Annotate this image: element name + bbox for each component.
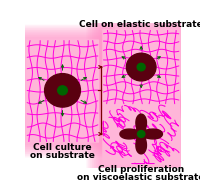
FancyBboxPatch shape — [88, 16, 193, 118]
Circle shape — [136, 63, 144, 71]
Circle shape — [126, 53, 155, 81]
FancyBboxPatch shape — [95, 98, 186, 170]
FancyBboxPatch shape — [10, 25, 114, 157]
Circle shape — [137, 131, 144, 137]
FancyBboxPatch shape — [94, 96, 187, 172]
FancyBboxPatch shape — [99, 27, 182, 107]
Circle shape — [44, 74, 80, 107]
FancyBboxPatch shape — [97, 99, 184, 169]
FancyBboxPatch shape — [95, 23, 186, 111]
FancyBboxPatch shape — [16, 30, 109, 152]
FancyBboxPatch shape — [92, 94, 189, 174]
FancyBboxPatch shape — [86, 89, 195, 179]
FancyBboxPatch shape — [12, 26, 112, 156]
FancyBboxPatch shape — [102, 29, 179, 105]
Text: Cell on elastic substrate: Cell on elastic substrate — [79, 19, 200, 29]
FancyBboxPatch shape — [26, 40, 99, 143]
FancyBboxPatch shape — [102, 103, 179, 165]
Polygon shape — [119, 114, 162, 154]
FancyBboxPatch shape — [94, 22, 187, 113]
FancyBboxPatch shape — [90, 18, 191, 116]
Text: Cell culture: Cell culture — [33, 143, 91, 153]
FancyBboxPatch shape — [88, 91, 193, 177]
FancyBboxPatch shape — [97, 25, 184, 109]
FancyBboxPatch shape — [92, 20, 189, 114]
FancyBboxPatch shape — [18, 32, 107, 150]
FancyBboxPatch shape — [90, 92, 191, 176]
FancyBboxPatch shape — [23, 37, 101, 145]
Circle shape — [57, 86, 67, 95]
FancyBboxPatch shape — [99, 101, 182, 167]
FancyBboxPatch shape — [86, 15, 195, 120]
FancyBboxPatch shape — [21, 35, 103, 147]
FancyBboxPatch shape — [19, 33, 105, 149]
FancyBboxPatch shape — [14, 28, 111, 154]
Text: Cell proliferation: Cell proliferation — [98, 165, 183, 174]
Text: on viscoelastic substrate: on viscoelastic substrate — [77, 173, 200, 182]
Text: on substrate: on substrate — [30, 151, 94, 160]
